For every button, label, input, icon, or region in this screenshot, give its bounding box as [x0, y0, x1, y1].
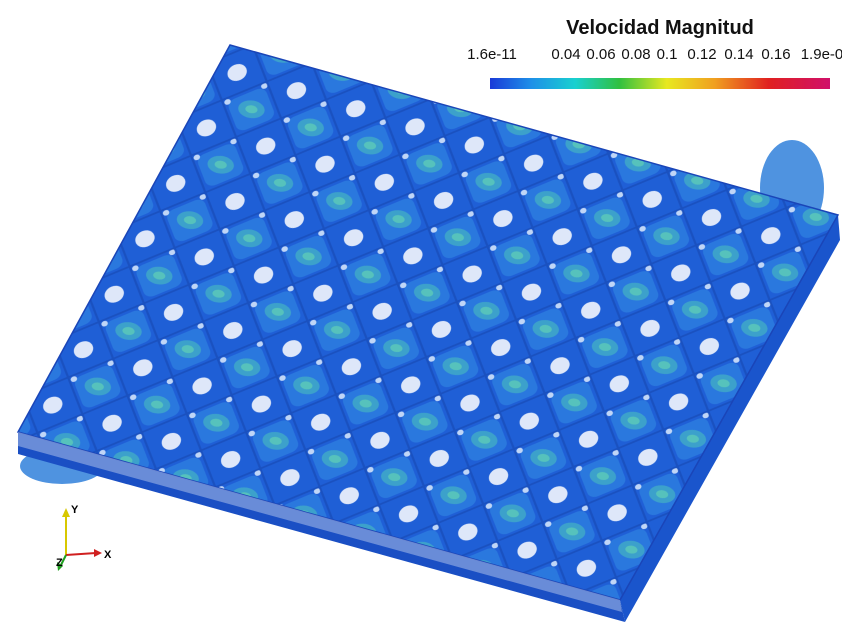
y-axis-label: Y	[71, 504, 79, 516]
x-axis-arrow	[66, 553, 96, 555]
colorbar-label: 0.1	[657, 46, 678, 63]
z-axis-label: Z	[56, 557, 63, 569]
y-axis-head	[62, 508, 70, 517]
colorbar-label: 0.14	[724, 46, 753, 63]
colorbar-label: 1.6e-11	[467, 46, 517, 63]
slab-top	[18, 45, 838, 600]
colorbar-label: 0.04	[551, 46, 580, 63]
colorbar-label: 0.12	[687, 46, 716, 63]
visualization: Velocidad Magnitud 1.6e-11 0.04 0.06 0.0…	[0, 0, 842, 622]
colorbar-title: Velocidad Magnitud	[566, 17, 754, 39]
colorbar-label: 1.9e-0	[801, 46, 842, 63]
colorbar	[490, 78, 830, 89]
colorbar-label: 0.16	[761, 46, 790, 63]
x-axis-label: X	[104, 549, 112, 561]
axes-triad: Y X Z	[56, 504, 112, 571]
page: {"colorbar": {"title": "Velocidad Magnit…	[0, 0, 842, 622]
x-axis-head	[94, 549, 102, 557]
colorbar-labels: 1.6e-11 0.04 0.06 0.08 0.1 0.12 0.14 0.1…	[467, 46, 842, 63]
colorbar-label: 0.06	[586, 46, 615, 63]
colorbar-label: 0.08	[621, 46, 650, 63]
